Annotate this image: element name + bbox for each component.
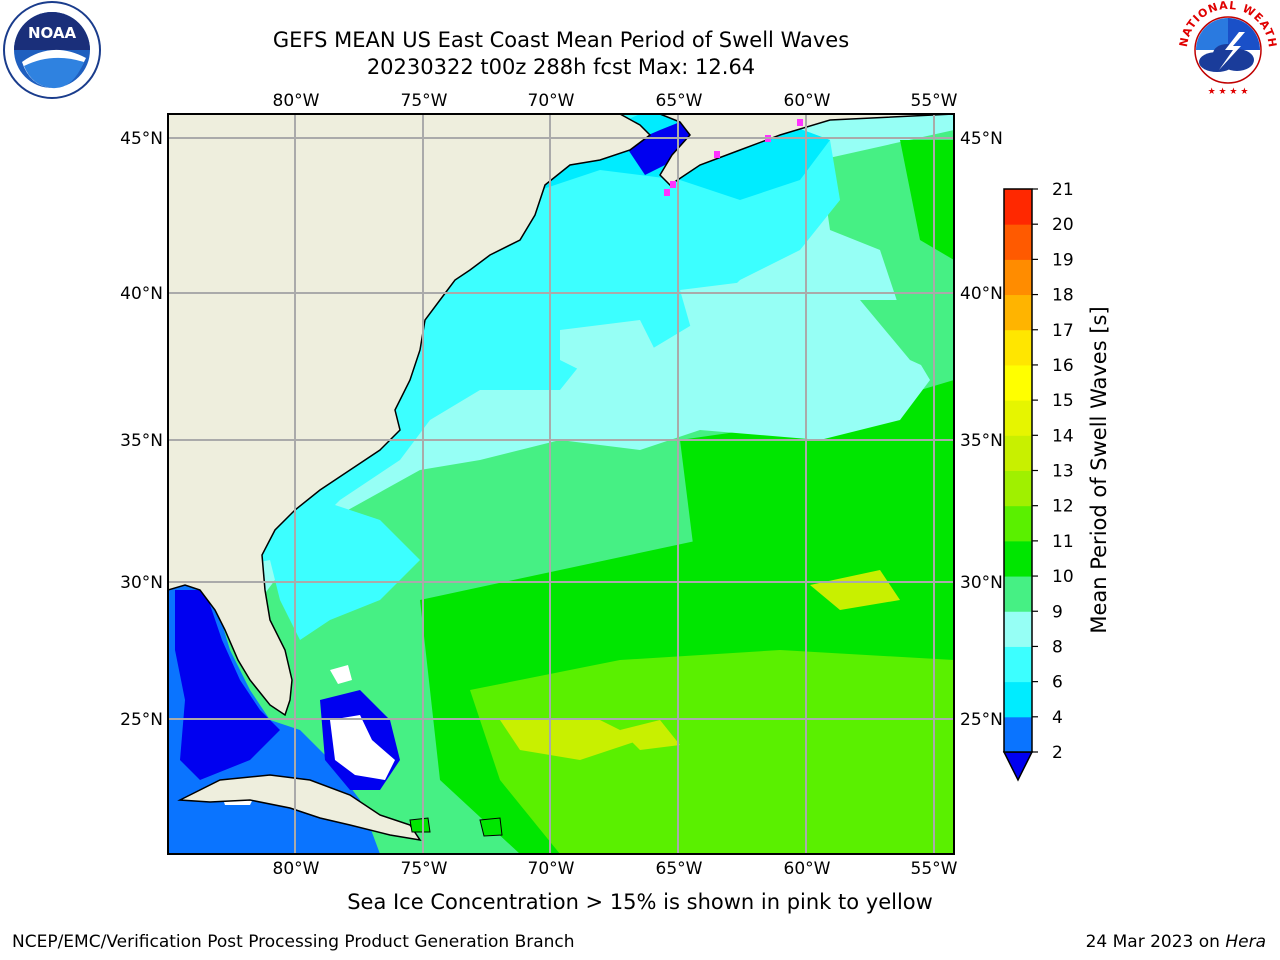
ocean-bright-green-zone xyxy=(470,650,954,854)
colorbar-swatch xyxy=(1004,716,1032,753)
colorbar-tick-label: 21 xyxy=(1052,180,1074,200)
colorbar-swatch xyxy=(1004,540,1032,577)
map-field xyxy=(168,114,954,854)
map-frame xyxy=(167,113,955,855)
footer-date-text: 24 Mar 2023 on xyxy=(1085,932,1226,952)
colorbar-tick-label: 11 xyxy=(1052,532,1074,552)
lat-labels-right: 45°N 40°N 35°N 30°N 25°N xyxy=(960,129,1003,730)
lat-label: 45°N xyxy=(960,129,1003,149)
chart-title: GEFS MEAN US East Coast Mean Period of S… xyxy=(272,28,850,52)
lon-label: 70°W xyxy=(528,859,575,879)
colorbar-tick-label: 20 xyxy=(1052,215,1074,235)
colorbar-swatch xyxy=(1004,576,1032,612)
lat-label: 30°N xyxy=(120,573,163,593)
colorbar-tick-label: 19 xyxy=(1052,250,1074,270)
lat-label: 25°N xyxy=(960,710,1003,730)
land-cuba xyxy=(177,774,422,842)
lat-label: 30°N xyxy=(960,573,1003,593)
colorbar-tick-label: 16 xyxy=(1052,356,1074,376)
colorbar-swatch xyxy=(1004,400,1032,436)
colorbar-swatch xyxy=(1004,189,1032,225)
colorbar-swatch xyxy=(1004,435,1032,471)
footer-host: Hera xyxy=(1225,932,1266,952)
land-north-america xyxy=(168,114,652,717)
colorbar-tick-label: 6 xyxy=(1052,673,1063,693)
lat-labels-left: 45°N 40°N 35°N 30°N 25°N xyxy=(120,129,163,730)
colorbar-swatch xyxy=(1004,681,1032,718)
colorbar-tick-label: 8 xyxy=(1052,637,1063,657)
svg-text:★ ★ ★ ★: ★ ★ ★ ★ xyxy=(1208,87,1249,97)
colorbar-swatch xyxy=(1004,646,1032,683)
colorbar-tick-label: 15 xyxy=(1052,391,1074,411)
nws-logo: NATIONAL WEATHER SERVICE ★ ★ ★ ★ xyxy=(1177,0,1278,97)
colorbar-tick-label: 4 xyxy=(1052,708,1063,728)
lon-label: 65°W xyxy=(656,859,703,879)
colorbar-tick-label: 14 xyxy=(1052,426,1074,446)
lon-label: 55°W xyxy=(911,91,958,111)
colorbar-swatch xyxy=(1004,294,1032,331)
colorbar-tick-label: 18 xyxy=(1052,286,1074,306)
colorbar-extend-triangle xyxy=(1002,751,1034,782)
ocean-deep-blue-zone xyxy=(175,590,280,780)
lon-label: 80°W xyxy=(273,859,320,879)
colorbar-tick-label: 9 xyxy=(1052,602,1063,622)
lon-label: 75°W xyxy=(401,91,448,111)
lat-label: 45°N xyxy=(120,129,163,149)
colorbar-tick-label: 12 xyxy=(1052,497,1074,517)
colorbar-tick-label: 17 xyxy=(1052,321,1074,341)
colorbar-tick-label: 10 xyxy=(1052,567,1074,587)
lat-label: 35°N xyxy=(960,431,1003,451)
sea-ice-marker xyxy=(664,189,670,196)
colorbar-swatch xyxy=(1004,505,1032,542)
lon-label: 60°W xyxy=(784,91,831,111)
sea-ice-note-text: Sea Ice Concentration > 15% is shown in … xyxy=(347,890,933,914)
ocean-yellow-green-patch xyxy=(500,720,640,760)
lat-label: 25°N xyxy=(120,710,163,730)
colorbar-swatch xyxy=(1004,364,1032,401)
colorbar-swatch xyxy=(1004,470,1032,507)
lat-label: 40°N xyxy=(120,284,163,304)
lon-label: 75°W xyxy=(401,859,448,879)
lat-label: 40°N xyxy=(960,284,1003,304)
lon-label: 80°W xyxy=(273,91,320,111)
sea-ice-note: Sea Ice Concentration > 15% is shown in … xyxy=(0,890,1280,914)
colorbar: 2 4 6 8 9 10 11 12 13 14 15 16 17 18 19 20 21 xyxy=(1002,180,1074,782)
lon-labels-top: 80°W 75°W 70°W 65°W 60°W 55°W xyxy=(273,91,958,111)
colorbar-swatch xyxy=(1004,329,1032,366)
lat-label: 35°N xyxy=(120,431,163,451)
chart-subtitle: 20230322 t00z 288h fcst Max: 12.64 xyxy=(366,55,756,79)
footer-credit: NCEP/EMC/Verification Post Processing Pr… xyxy=(12,932,575,952)
lon-label: 55°W xyxy=(911,859,958,879)
lon-label: 65°W xyxy=(656,91,703,111)
footer-date: 24 Mar 2023 on Hera xyxy=(1086,932,1266,952)
colorbar-swatch xyxy=(1004,259,1032,296)
map-graticule xyxy=(168,114,954,854)
colorbar-tick-label: 13 xyxy=(1052,462,1074,482)
no-data-zone xyxy=(330,715,395,780)
colorbar-label: Mean Period of Swell Waves [s] xyxy=(1087,306,1111,633)
lon-label: 60°W xyxy=(784,859,831,879)
noaa-logo-text: NOAA xyxy=(28,24,77,42)
colorbar-swatch xyxy=(1004,611,1032,647)
land-maritimes xyxy=(659,114,954,186)
noaa-logo: NOAA xyxy=(3,1,101,99)
lon-labels-bottom: 80°W 75°W 70°W 65°W 60°W 55°W xyxy=(273,859,958,879)
colorbar-swatch xyxy=(1004,224,1032,260)
colorbar-tick-label: 2 xyxy=(1052,743,1063,763)
lon-label: 70°W xyxy=(528,91,575,111)
